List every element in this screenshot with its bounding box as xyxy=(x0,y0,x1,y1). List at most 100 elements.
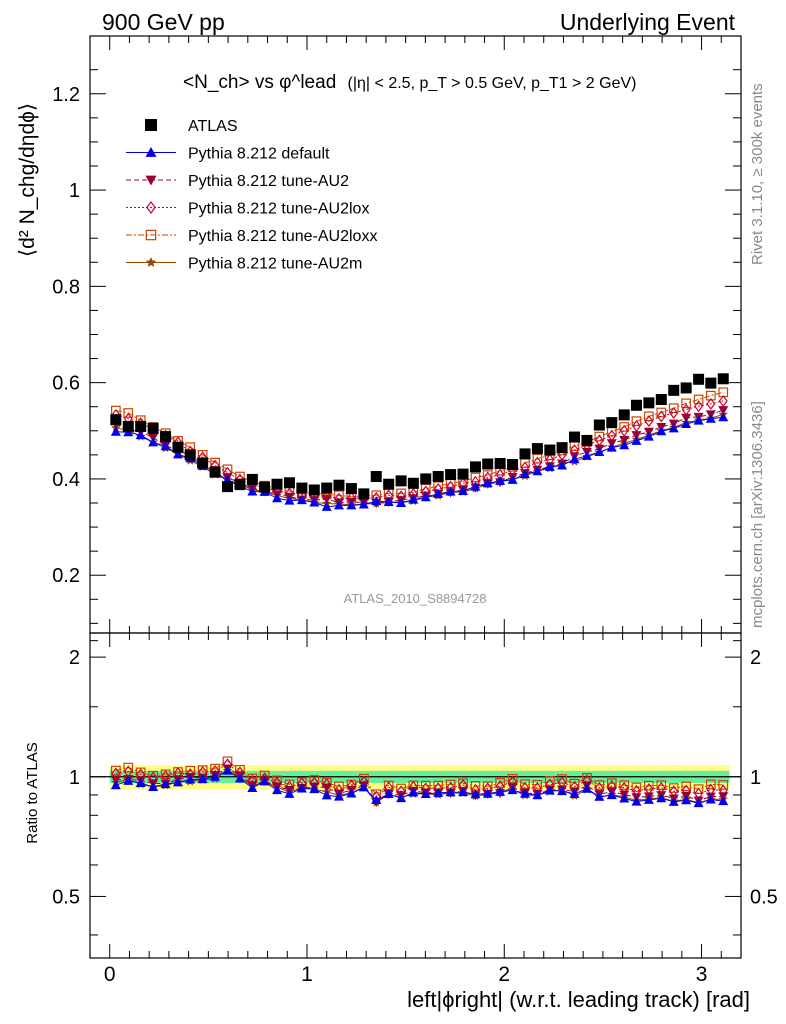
ratio-tick-label-right: 2 xyxy=(750,647,761,669)
data-point xyxy=(507,458,519,470)
legend-label: Pythia 8.212 tune-AU2lox xyxy=(188,201,369,218)
data-point xyxy=(507,474,518,484)
ratio-point xyxy=(606,778,617,789)
data-point xyxy=(693,394,704,405)
ratio-point xyxy=(371,795,382,805)
legend-label: ATLAS xyxy=(188,118,238,135)
data-point xyxy=(593,419,605,431)
data-point xyxy=(681,419,692,429)
ratio-point xyxy=(284,788,295,798)
data-point xyxy=(569,431,581,443)
data-point xyxy=(445,469,457,481)
data-point xyxy=(718,394,728,407)
data-point xyxy=(160,431,172,443)
data-point xyxy=(706,397,716,410)
ratio-point xyxy=(482,788,493,798)
data-point xyxy=(283,477,295,489)
ratio-point xyxy=(705,794,716,804)
data-point xyxy=(209,466,221,478)
legend-label: Pythia 8.212 tune-AU2m xyxy=(188,256,362,273)
ratio-point xyxy=(110,765,121,776)
ratio-point xyxy=(433,787,444,797)
data-point xyxy=(221,481,233,493)
ratio-point xyxy=(185,774,196,784)
data-point xyxy=(184,449,196,461)
ratio-point xyxy=(532,779,543,790)
data-point xyxy=(470,481,481,491)
data-point xyxy=(371,496,382,506)
data-point xyxy=(643,397,655,409)
ratio-tick-label-right: 0.5 xyxy=(750,886,778,908)
data-point xyxy=(705,413,716,423)
y-tick-label: 0.6 xyxy=(52,373,80,395)
header-right: Underlying Event xyxy=(560,9,736,35)
ratio-point xyxy=(445,787,456,797)
data-point xyxy=(296,495,307,505)
data-point xyxy=(705,377,717,389)
series-line xyxy=(115,400,724,500)
data-point xyxy=(618,409,630,421)
data-point xyxy=(594,431,605,442)
data-point xyxy=(259,481,271,493)
y-tick-label: 0.8 xyxy=(52,276,80,298)
legend-marker xyxy=(145,119,157,131)
ratio-point xyxy=(507,773,518,784)
y-tick-label: 0.4 xyxy=(52,469,80,491)
ratio-point xyxy=(160,779,171,789)
data-point xyxy=(122,420,134,432)
ratio-point xyxy=(420,789,431,799)
data-point xyxy=(569,454,580,464)
series-3 xyxy=(111,394,728,505)
data-point xyxy=(681,413,692,423)
data-point xyxy=(581,450,592,460)
ratio-point xyxy=(495,786,506,796)
ratio-point xyxy=(643,794,654,804)
ratio-tick-label: 1 xyxy=(69,767,80,789)
ratio-point xyxy=(383,789,394,799)
data-point xyxy=(333,479,345,491)
data-point xyxy=(234,478,246,490)
data-point xyxy=(458,485,469,495)
ratio-point xyxy=(197,774,208,784)
legend-entry: ATLAS xyxy=(145,118,238,135)
ratio-point xyxy=(520,779,530,790)
ratio-point xyxy=(222,765,233,775)
data-point xyxy=(370,471,382,483)
data-point xyxy=(420,492,431,502)
ratio-point xyxy=(148,781,159,791)
data-point xyxy=(606,442,617,452)
data-point xyxy=(655,393,667,405)
data-point xyxy=(135,420,147,432)
data-point xyxy=(433,488,444,498)
series-layer xyxy=(110,373,729,511)
data-point xyxy=(445,486,456,496)
x-tick-label: 1 xyxy=(301,963,313,986)
data-point xyxy=(717,373,729,385)
data-point xyxy=(358,488,370,500)
ratio-point xyxy=(581,783,592,793)
mcplots-label: mcplots.cern.ch [arXiv:1306.3436] xyxy=(749,401,766,628)
ratio-point xyxy=(705,779,716,790)
data-point xyxy=(494,458,506,470)
ratio-point xyxy=(247,782,258,792)
data-point xyxy=(606,417,618,429)
data-point xyxy=(160,441,171,451)
data-point xyxy=(321,482,333,494)
ratio-series-4 xyxy=(110,756,729,800)
data-point xyxy=(309,497,320,507)
legend-label: Pythia 8.212 default xyxy=(188,146,330,163)
y-axis-label: ⟨d² N_chg/dηdϕ⟩ xyxy=(16,103,39,257)
ratio-point xyxy=(346,788,357,798)
ratio-point xyxy=(172,777,183,787)
data-point xyxy=(333,500,344,510)
data-point xyxy=(346,500,357,510)
ratio-point xyxy=(210,771,221,781)
series-0 xyxy=(110,373,729,500)
ratio-point xyxy=(606,790,617,800)
ratio-point xyxy=(557,774,567,784)
data-point xyxy=(296,482,308,494)
data-point xyxy=(619,424,629,437)
data-point xyxy=(457,468,469,480)
data-point xyxy=(271,478,283,490)
ratio-point xyxy=(458,787,469,797)
